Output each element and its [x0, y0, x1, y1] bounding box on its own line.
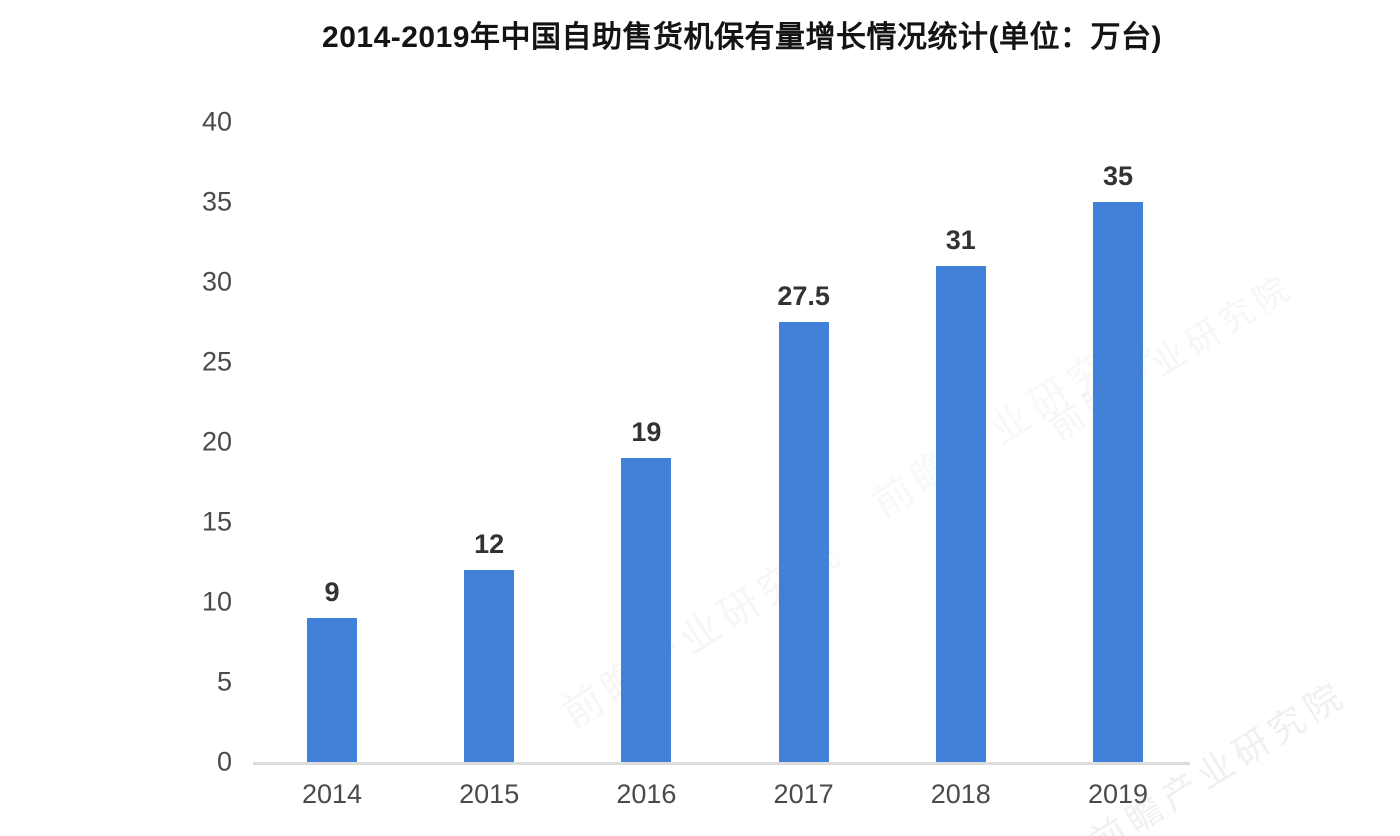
y-axis-tick-label: 30: [201, 266, 232, 297]
y-axis-tick-label: 0: [216, 746, 232, 777]
x-axis-line: [253, 762, 1190, 765]
y-axis-tick-label: 35: [201, 186, 232, 217]
bar-2015: [464, 570, 515, 762]
bar-2018: [935, 266, 986, 762]
bar-2016: [621, 458, 672, 762]
bar-2017: [778, 322, 829, 762]
bar-value-label: 27.5: [777, 281, 830, 311]
y-axis-tick-label: 15: [201, 506, 232, 537]
y-axis-tick-label: 40: [201, 106, 232, 137]
y-axis-tick-label: 25: [201, 346, 232, 377]
y-axis-tick-label: 5: [216, 666, 232, 697]
x-axis-tick-label: 2017: [773, 779, 834, 809]
bar-value-label: 9: [324, 577, 340, 607]
bar-value-label: 19: [631, 417, 662, 447]
bar-value-label: 35: [1102, 161, 1134, 191]
bar-value-label: 12: [474, 529, 505, 559]
x-axis-tick-label: 2016: [616, 779, 677, 809]
bar-2019: [1093, 202, 1143, 762]
y-axis-tick-label: 10: [201, 586, 232, 617]
chart-title: 2014-2019年中国自助售货机保有量增长情况统计(单位：万台): [322, 21, 1162, 54]
x-axis-tick-label: 2015: [459, 779, 520, 809]
x-axis-tick-label: 2018: [930, 779, 991, 809]
bar-value-label: 31: [945, 225, 976, 255]
y-axis-tick-label: 20: [201, 426, 232, 457]
bar-2014: [307, 618, 357, 762]
x-axis-tick-label: 2019: [1087, 779, 1149, 809]
x-axis-tick-label: 2014: [301, 779, 363, 809]
